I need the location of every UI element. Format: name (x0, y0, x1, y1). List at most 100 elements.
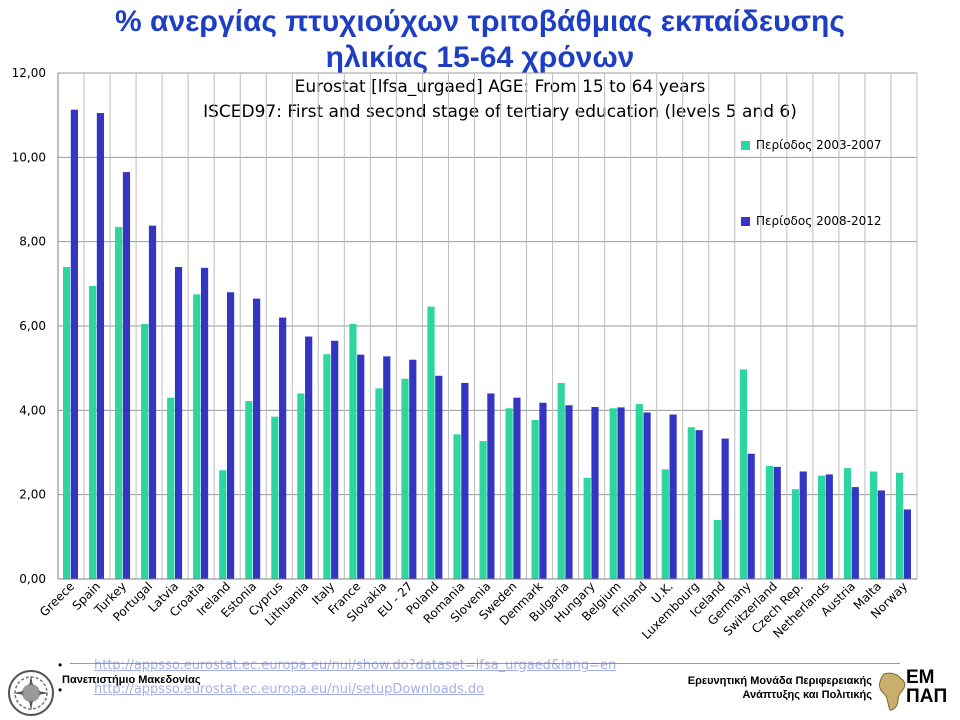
bar-series-1 (817, 475, 826, 579)
y-tick-label: 12,00 (12, 66, 46, 80)
bar-series-2 (591, 406, 599, 579)
y-tick-label: 4,00 (19, 403, 46, 417)
bar-series-2 (825, 474, 833, 579)
bars (63, 109, 911, 580)
bar-series-1 (765, 465, 774, 579)
bar-series-1 (479, 441, 487, 579)
legend-swatch-series-2 (741, 217, 750, 226)
footer-bullet-2: • (58, 683, 63, 697)
y-tick-label: 8,00 (19, 235, 46, 249)
bar-series-2 (513, 397, 521, 579)
bar-series-2 (747, 453, 755, 579)
bar-series-2 (357, 354, 365, 579)
bar-series-2 (305, 336, 313, 579)
bar-series-1 (557, 382, 565, 579)
bar-series-2 (331, 340, 339, 579)
bar-series-2 (279, 317, 287, 579)
bar-series-1 (739, 369, 747, 579)
eurostat-downloads-link[interactable]: http://appsso.eurostat.ec.europa.eu/nui/… (94, 682, 485, 697)
bar-series-1 (843, 468, 852, 579)
bar-series-1 (271, 416, 279, 579)
bar-series-2 (226, 292, 235, 579)
chart-title-line-2: ηλικίας 15-64 χρόνων (325, 41, 635, 74)
bar-series-1 (687, 427, 695, 579)
bar-series-2 (409, 359, 417, 579)
bar-series-1 (401, 378, 409, 579)
bar-series-2 (851, 487, 859, 579)
research-unit-line-1: Ερευνητική Μονάδα Περιφερειακής (687, 675, 872, 687)
bar-series-1 (245, 401, 253, 579)
bar-series-2 (383, 356, 391, 579)
bar-series-1 (635, 404, 643, 579)
bar-series-1 (141, 323, 149, 579)
bar-series-2 (799, 471, 807, 579)
bar-series-2 (174, 266, 183, 579)
bar-series-1 (791, 489, 800, 579)
footer-bullet-1: • (58, 658, 63, 672)
bar-series-2 (617, 407, 625, 579)
chart-title-line-1: % ανεργίας πτυχιούχων τριτοβάθμιας εκπαί… (115, 5, 845, 38)
bar-series-2 (122, 172, 131, 579)
bar-series-2 (643, 412, 651, 579)
y-tick-label: 10,00 (12, 150, 46, 164)
y-tick-label: 2,00 (19, 488, 46, 502)
bar-series-1 (427, 306, 435, 579)
bar-series-1 (453, 434, 461, 579)
research-unit-name: Ερευνητική Μονάδα Περιφερειακής Ανάπτυξη… (650, 674, 872, 702)
bar-series-2 (903, 509, 911, 579)
footer-divider (70, 663, 900, 664)
bar-series-1 (531, 420, 539, 579)
logo-text: ΕΜ ΠΑΠ (906, 668, 947, 706)
bar-series-2 (695, 430, 703, 579)
bar-series-1 (63, 266, 71, 579)
legend-label-series-1: Περίοδος 2003-2007 (756, 138, 882, 152)
bar-series-1 (167, 397, 175, 579)
bar-chart: 0,002,004,006,008,0010,0012,00GreeceSpai… (12, 66, 918, 642)
emap-logo: ΕΜ ΠΑΠ (876, 668, 956, 716)
research-unit-line-2: Ανάπτυξης και Πολιτικής (742, 689, 872, 701)
chart-subtitle-line-1: Eurostat [lfsa_urgaed] AGE: From 15 to 6… (294, 77, 706, 97)
bar-series-2 (487, 393, 495, 579)
logo-text-line-1: ΕΜ (906, 667, 935, 688)
bar-series-2 (96, 113, 105, 579)
bar-series-2 (200, 267, 209, 579)
eurostat-dataset-link[interactable]: http://appsso.eurostat.ec.europa.eu/nui/… (94, 658, 617, 673)
bar-series-2 (253, 298, 261, 579)
bar-series-1 (89, 285, 97, 579)
bar-series-1 (115, 226, 123, 580)
bar-series-2 (669, 414, 677, 579)
bar-series-1 (375, 388, 383, 579)
y-tick-label: 6,00 (19, 319, 46, 333)
bar-series-2 (148, 225, 157, 580)
bar-series-1 (323, 354, 331, 579)
bar-series-1 (895, 472, 904, 579)
bar-series-1 (193, 294, 201, 579)
bar-series-1 (869, 471, 878, 579)
logo-text-line-2: ΠΑΠ (906, 686, 948, 707)
bar-series-1 (219, 470, 227, 579)
bar-series-1 (349, 323, 357, 579)
chart-subtitle-line-2: ISCED97: First and second stage of terti… (203, 102, 797, 122)
bar-series-1 (505, 408, 513, 579)
africa-map-icon (879, 672, 906, 711)
y-tick-label: 0,00 (19, 572, 46, 586)
bar-series-2 (539, 402, 547, 579)
bar-series-2 (461, 382, 469, 579)
bar-series-2 (565, 405, 573, 579)
bar-series-1 (713, 519, 721, 579)
gridlines (57, 72, 918, 579)
bar-series-1 (609, 408, 617, 579)
bar-series-2 (70, 109, 78, 579)
bar-series-2 (435, 375, 443, 579)
bar-series-2 (773, 466, 781, 579)
university-name: Πανεπιστήμιο Μακεδονίας (62, 674, 201, 686)
legend-item-series-2: Περίοδος 2008-2012 (741, 214, 881, 228)
legend-item-series-1: Περίοδος 2003-2007 (741, 138, 881, 152)
bar-series-1 (297, 393, 305, 579)
bar-series-1 (661, 469, 669, 579)
bar-series-2 (721, 438, 729, 579)
legend-swatch-series-1 (741, 141, 750, 150)
legend-label-series-2: Περίοδος 2008-2012 (756, 214, 882, 228)
bar-series-1 (583, 477, 591, 579)
university-seal-icon (8, 670, 54, 716)
